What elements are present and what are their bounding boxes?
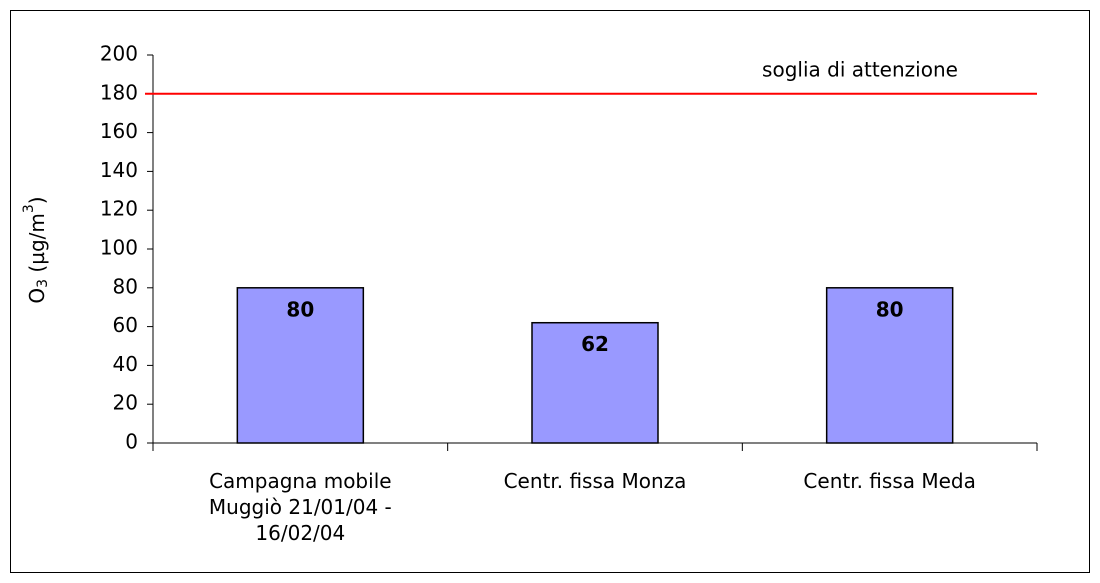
bar <box>531 321 659 444</box>
y-tick-label: 120 <box>100 197 138 221</box>
y-tick-label: 0 <box>125 430 138 454</box>
y-tick-label: 200 <box>100 42 138 66</box>
y-tick-label: 20 <box>113 391 138 415</box>
x-tick-label: Centr. fissa Meda <box>803 469 976 493</box>
x-tick-label: Campagna mobile Muggiò 21/01/04 - 16/02/… <box>208 469 392 545</box>
y-label-part: ) <box>25 196 49 204</box>
threshold-label: soglia di attenzione <box>762 58 958 82</box>
y-label-sup: 3 <box>21 204 37 213</box>
y-tick-label: 180 <box>100 80 138 104</box>
y-tick-label: 160 <box>100 119 138 143</box>
y-label-part: O <box>25 288 49 304</box>
value-label: 80 <box>876 297 904 321</box>
x-tick-label-box: Centr. fissa Monza <box>503 469 687 493</box>
value-label: 62 <box>581 332 609 356</box>
y-axis-label: O3 (µg/m3) <box>21 196 51 303</box>
x-tick-label-box: Centr. fissa Meda <box>803 469 976 493</box>
y-tick-label: 60 <box>113 313 138 337</box>
y-label-sub: 3 <box>35 279 51 288</box>
x-tick-label: Centr. fissa Monza <box>503 469 687 493</box>
value-label: 80 <box>286 297 314 321</box>
bar <box>236 287 365 444</box>
x-tick-label-box: Campagna mobile Muggiò 21/01/04 - 16/02/… <box>208 469 392 545</box>
y-tick-label: 80 <box>113 274 138 298</box>
y-label-part: (µg/m <box>25 213 49 279</box>
y-tick-label: 100 <box>100 236 138 260</box>
y-tick-label: 40 <box>113 352 138 376</box>
bar <box>825 287 954 444</box>
y-tick-label: 140 <box>100 158 138 182</box>
